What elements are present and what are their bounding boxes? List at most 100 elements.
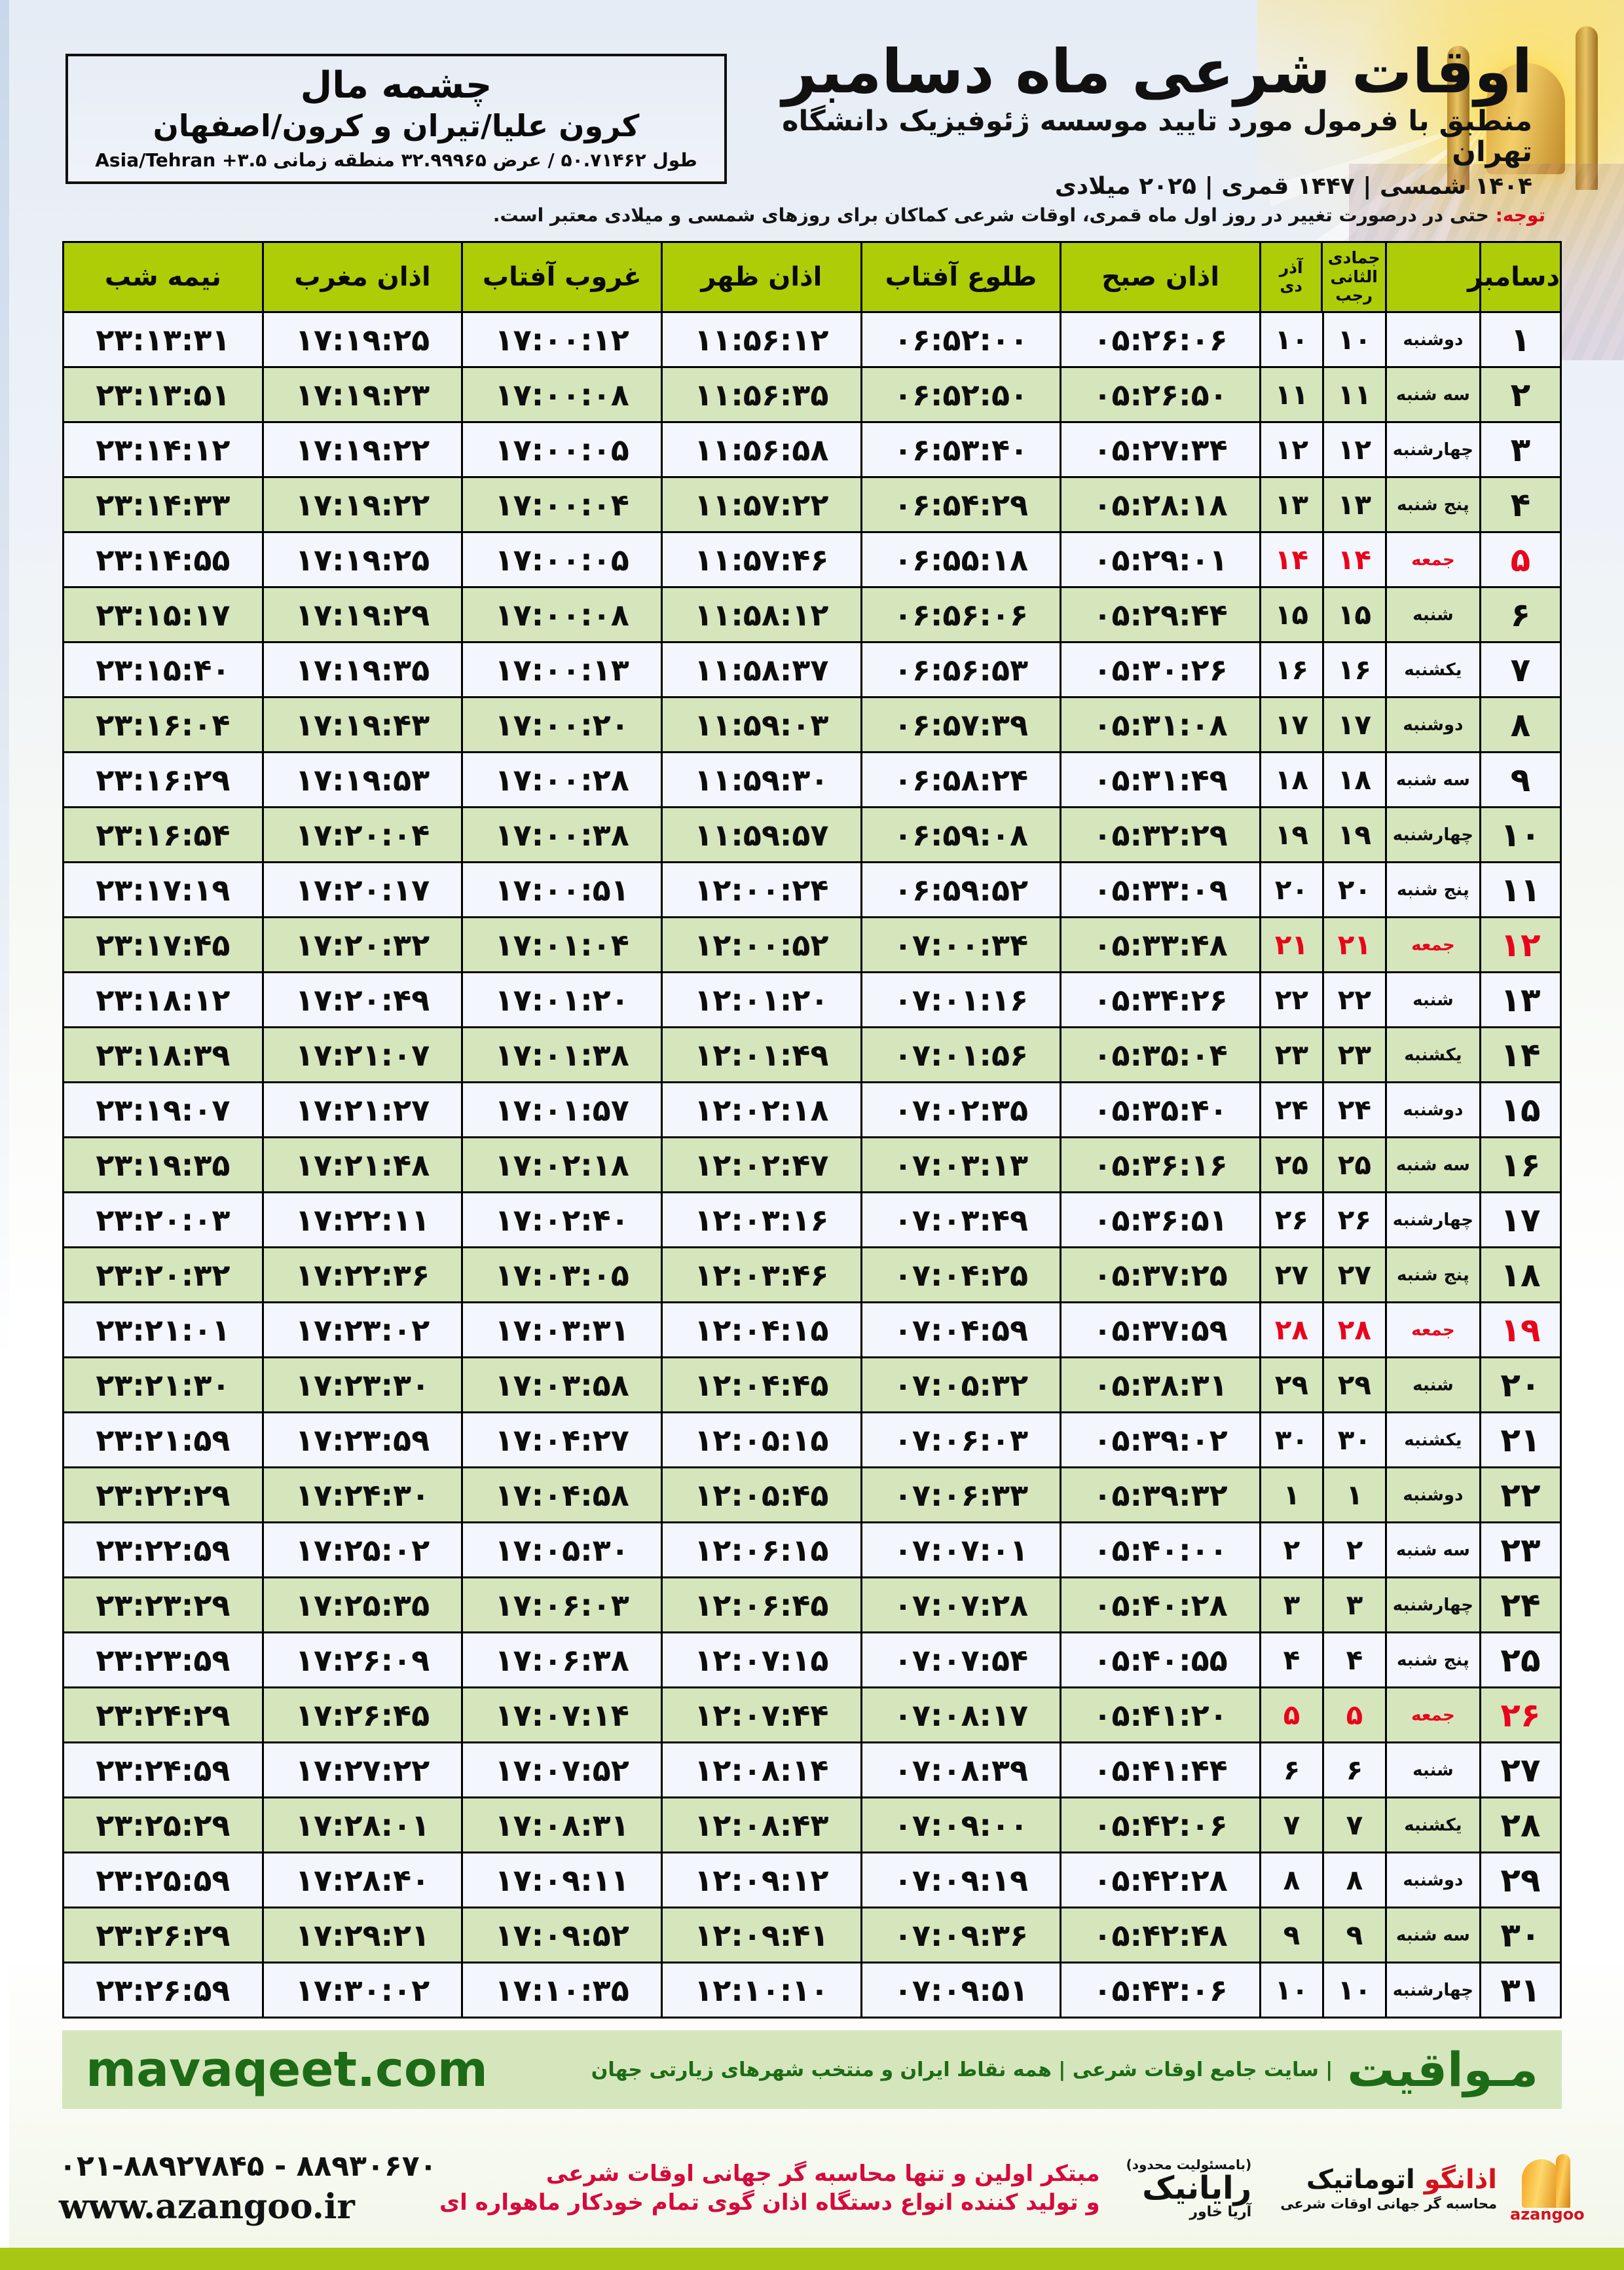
cell-gregorian-day: ۱۹ [1479, 1301, 1562, 1358]
cell-gregorian-day: ۲۶ [1479, 1686, 1562, 1743]
azangoo-text: اذانگو اتوماتیک محاسبه گر جهانی اوقات شر… [1280, 2165, 1497, 2212]
cell-gregorian-day: ۲ [1479, 366, 1562, 423]
cell-midnight: ۲۳:۱۷:۴۵ [62, 916, 264, 973]
cell-persian-day: ۱۱ [1259, 366, 1324, 423]
cell-sunset: ۱۷:۰۶:۳۸ [461, 1631, 663, 1688]
table-row: ۲۰ شنبه ۲۹ ۲۹ ۰۵:۳۸:۳۱ ۰۷:۰۵:۳۲ ۱۲:۰۴:۴۵ ۱۷:۰۳:… [62, 1356, 1562, 1413]
minaret-icon [1576, 26, 1598, 190]
cell-midnight: ۲۳:۱۵:۱۷ [62, 586, 264, 643]
table-row: ۲۷ شنبه ۶ ۶ ۰۵:۴۱:۴۴ ۰۷:۰۸:۳۹ ۱۲:۰۸:۱۴ ۱۷:۰۷:۵۲… [62, 1741, 1562, 1798]
cell-maghrib: ۱۷:۱۹:۳۵ [261, 641, 464, 698]
cell-weekday: جمعه [1384, 531, 1481, 588]
table-row: ۱۲ جمعه ۲۱ ۲۱ ۰۵:۳۳:۴۸ ۰۷:۰۰:۳۴ ۱۲:۰۰:۵۲ ۱۷:۰۱:… [62, 916, 1562, 973]
cell-dhuhr: ۱۲:۰۱:۴۹ [661, 1026, 862, 1083]
cell-midnight: ۲۳:۱۹:۰۷ [62, 1081, 264, 1138]
cell-sunset: ۱۷:۰۴:۲۷ [461, 1411, 663, 1468]
cell-gregorian-day: ۹ [1479, 751, 1562, 808]
table-row: ۲۴ چهارشنبه ۳ ۳ ۰۵:۴۰:۲۸ ۰۷:۰۷:۲۸ ۱۲:۰۶:۴۵ ۱۷:۰… [62, 1576, 1562, 1633]
cell-dhuhr: ۱۱:۵۶:۳۵ [661, 366, 862, 423]
cell-weekday: پنج شنبه [1384, 476, 1481, 533]
cell-sunrise: ۰۷:۰۳:۴۹ [860, 1191, 1062, 1248]
cell-fajr: ۰۵:۳۲:۲۹ [1060, 806, 1261, 863]
cell-sunset: ۱۷:۰۰:۰۸ [461, 366, 663, 423]
cell-dhuhr: ۱۲:۰۶:۴۵ [661, 1576, 862, 1633]
footer-contact: ۰۲۱-۸۸۹۲۷۸۴۵ - ۸۸۹۳۰۶۷۰ www.azangoo.ir [0, 2149, 437, 2227]
cell-dhuhr: ۱۱:۵۶:۵۸ [661, 421, 862, 478]
cell-midnight: ۲۳:۲۵:۵۹ [62, 1851, 264, 1908]
cell-midnight: ۲۳:۱۴:۵۵ [62, 531, 264, 588]
cell-sunrise: ۰۷:۰۴:۲۵ [860, 1246, 1062, 1303]
cell-hijri-day: ۱۴ [1321, 531, 1387, 588]
cell-gregorian-day: ۱۲ [1479, 916, 1562, 973]
cell-midnight: ۲۳:۲۰:۳۲ [62, 1246, 264, 1303]
cell-sunrise: ۰۷:۰۹:۳۶ [860, 1907, 1062, 1963]
cell-maghrib: ۱۷:۲۶:۰۹ [261, 1631, 464, 1688]
cell-weekday: جمعه [1384, 1686, 1481, 1743]
cell-sunset: ۱۷:۰۰:۱۲ [461, 311, 663, 368]
note-line: توجه: حتی در درصورت تغییر در روز اول ماه… [0, 204, 1624, 226]
table-row: ۴ پنج شنبه ۱۳ ۱۳ ۰۵:۲۸:۱۸ ۰۶:۵۴:۲۹ ۱۱:۵۷:۲۲ ۱۷:… [62, 476, 1562, 533]
footer-website[interactable]: www.azangoo.ir [59, 2187, 355, 2227]
cell-midnight: ۲۳:۱۸:۳۹ [62, 1026, 264, 1083]
cell-fajr: ۰۵:۴۳:۰۶ [1060, 1962, 1261, 2019]
cell-weekday: سه شنبه [1384, 751, 1481, 808]
azangoo-title-red: اذانگو [1424, 2165, 1497, 2195]
cell-weekday: سه شنبه [1384, 366, 1481, 423]
cell-dhuhr: ۱۱:۵۸:۱۲ [661, 586, 862, 643]
cell-sunrise: ۰۶:۵۶:۰۶ [860, 586, 1062, 643]
cell-maghrib: ۱۷:۲۱:۲۷ [261, 1081, 464, 1138]
cell-sunrise: ۰۷:۰۱:۱۶ [860, 971, 1062, 1028]
cell-fajr: ۰۵:۳۶:۵۱ [1060, 1191, 1261, 1248]
table-row: ۵ جمعه ۱۴ ۱۴ ۰۵:۲۹:۰۱ ۰۶:۵۵:۱۸ ۱۱:۵۷:۴۶ ۱۷:۰۰:۰… [62, 531, 1562, 588]
minaret-icon [1556, 2154, 1570, 2208]
cell-hijri-day: ۶ [1321, 1741, 1387, 1798]
cell-midnight: ۲۳:۱۳:۵۱ [62, 366, 264, 423]
cell-persian-day: ۱۹ [1259, 806, 1324, 863]
cell-weekday: چهارشنبه [1384, 1962, 1481, 2019]
cell-sunrise: ۰۷:۰۷:۰۱ [860, 1521, 1062, 1578]
cell-maghrib: ۱۷:۲۳:۳۰ [261, 1356, 464, 1413]
cell-sunset: ۱۷:۰۳:۳۱ [461, 1301, 663, 1358]
cell-sunset: ۱۷:۰۰:۰۸ [461, 586, 663, 643]
cell-hijri-day: ۲۸ [1321, 1301, 1387, 1358]
cell-gregorian-day: ۲۴ [1479, 1576, 1562, 1633]
cell-gregorian-day: ۲۵ [1479, 1631, 1562, 1688]
cell-persian-day: ۱۸ [1259, 751, 1324, 808]
cell-fajr: ۰۵:۳۱:۰۸ [1060, 696, 1261, 753]
cell-maghrib: ۱۷:۲۵:۳۵ [261, 1576, 464, 1633]
cell-sunrise: ۰۶:۵۸:۲۴ [860, 751, 1062, 808]
cell-midnight: ۲۳:۲۱:۰۱ [62, 1301, 264, 1358]
cell-dhuhr: ۱۲:۰۰:۲۴ [661, 861, 862, 918]
cell-weekday: یکشنبه [1384, 1026, 1481, 1083]
cell-sunset: ۱۷:۰۴:۵۸ [461, 1466, 663, 1523]
location-info-box: چشمه مال کرون علیا/تیران و کرون/اصفهان ط… [65, 54, 727, 184]
cell-fajr: ۰۵:۴۲:۲۸ [1060, 1851, 1261, 1908]
header-persian-month-top: آذر [1279, 257, 1303, 277]
cell-midnight: ۲۳:۲۳:۵۹ [62, 1631, 264, 1688]
footer-phone: ۰۲۱-۸۸۹۲۷۸۴۵ - ۸۸۹۳۰۶۷۰ [59, 2149, 437, 2183]
cell-gregorian-day: ۱۶ [1479, 1136, 1562, 1193]
cell-midnight: ۲۳:۲۴:۵۹ [62, 1741, 264, 1798]
cell-gregorian-day: ۱۴ [1479, 1026, 1562, 1083]
cell-sunset: ۱۷:۰۰:۰۵ [461, 531, 663, 588]
cell-sunset: ۱۷:۰۶:۰۳ [461, 1576, 663, 1633]
cell-fajr: ۰۵:۳۷:۲۵ [1060, 1246, 1261, 1303]
cell-fajr: ۰۵:۳۳:۰۹ [1060, 861, 1261, 918]
cell-gregorian-day: ۱ [1479, 311, 1562, 368]
cell-fajr: ۰۵:۲۸:۱۸ [1060, 476, 1261, 533]
cell-gregorian-day: ۳۰ [1479, 1907, 1562, 1963]
cell-sunrise: ۰۷:۰۴:۵۹ [860, 1301, 1062, 1358]
banner-domain[interactable]: mavaqeet.com [86, 2041, 488, 2098]
cell-dhuhr: ۱۲:۰۹:۴۱ [661, 1907, 862, 1963]
header-persian-months: آذر دی [1261, 243, 1323, 311]
cell-hijri-day: ۵ [1321, 1686, 1387, 1743]
cell-gregorian-day: ۶ [1479, 586, 1562, 643]
cell-sunrise: ۰۶:۵۶:۵۳ [860, 641, 1062, 698]
rayanik-suffix: آریا خاور [1189, 2203, 1252, 2220]
cell-sunset: ۱۷:۰۰:۰۵ [461, 421, 663, 478]
cell-sunrise: ۰۶:۵۳:۴۰ [860, 421, 1062, 478]
cell-weekday: دوشنبه [1384, 1851, 1481, 1908]
cell-sunset: ۱۷:۰۸:۳۱ [461, 1796, 663, 1853]
cell-gregorian-day: ۵ [1479, 531, 1562, 588]
cell-sunrise: ۰۶:۵۲:۰۰ [860, 311, 1062, 368]
